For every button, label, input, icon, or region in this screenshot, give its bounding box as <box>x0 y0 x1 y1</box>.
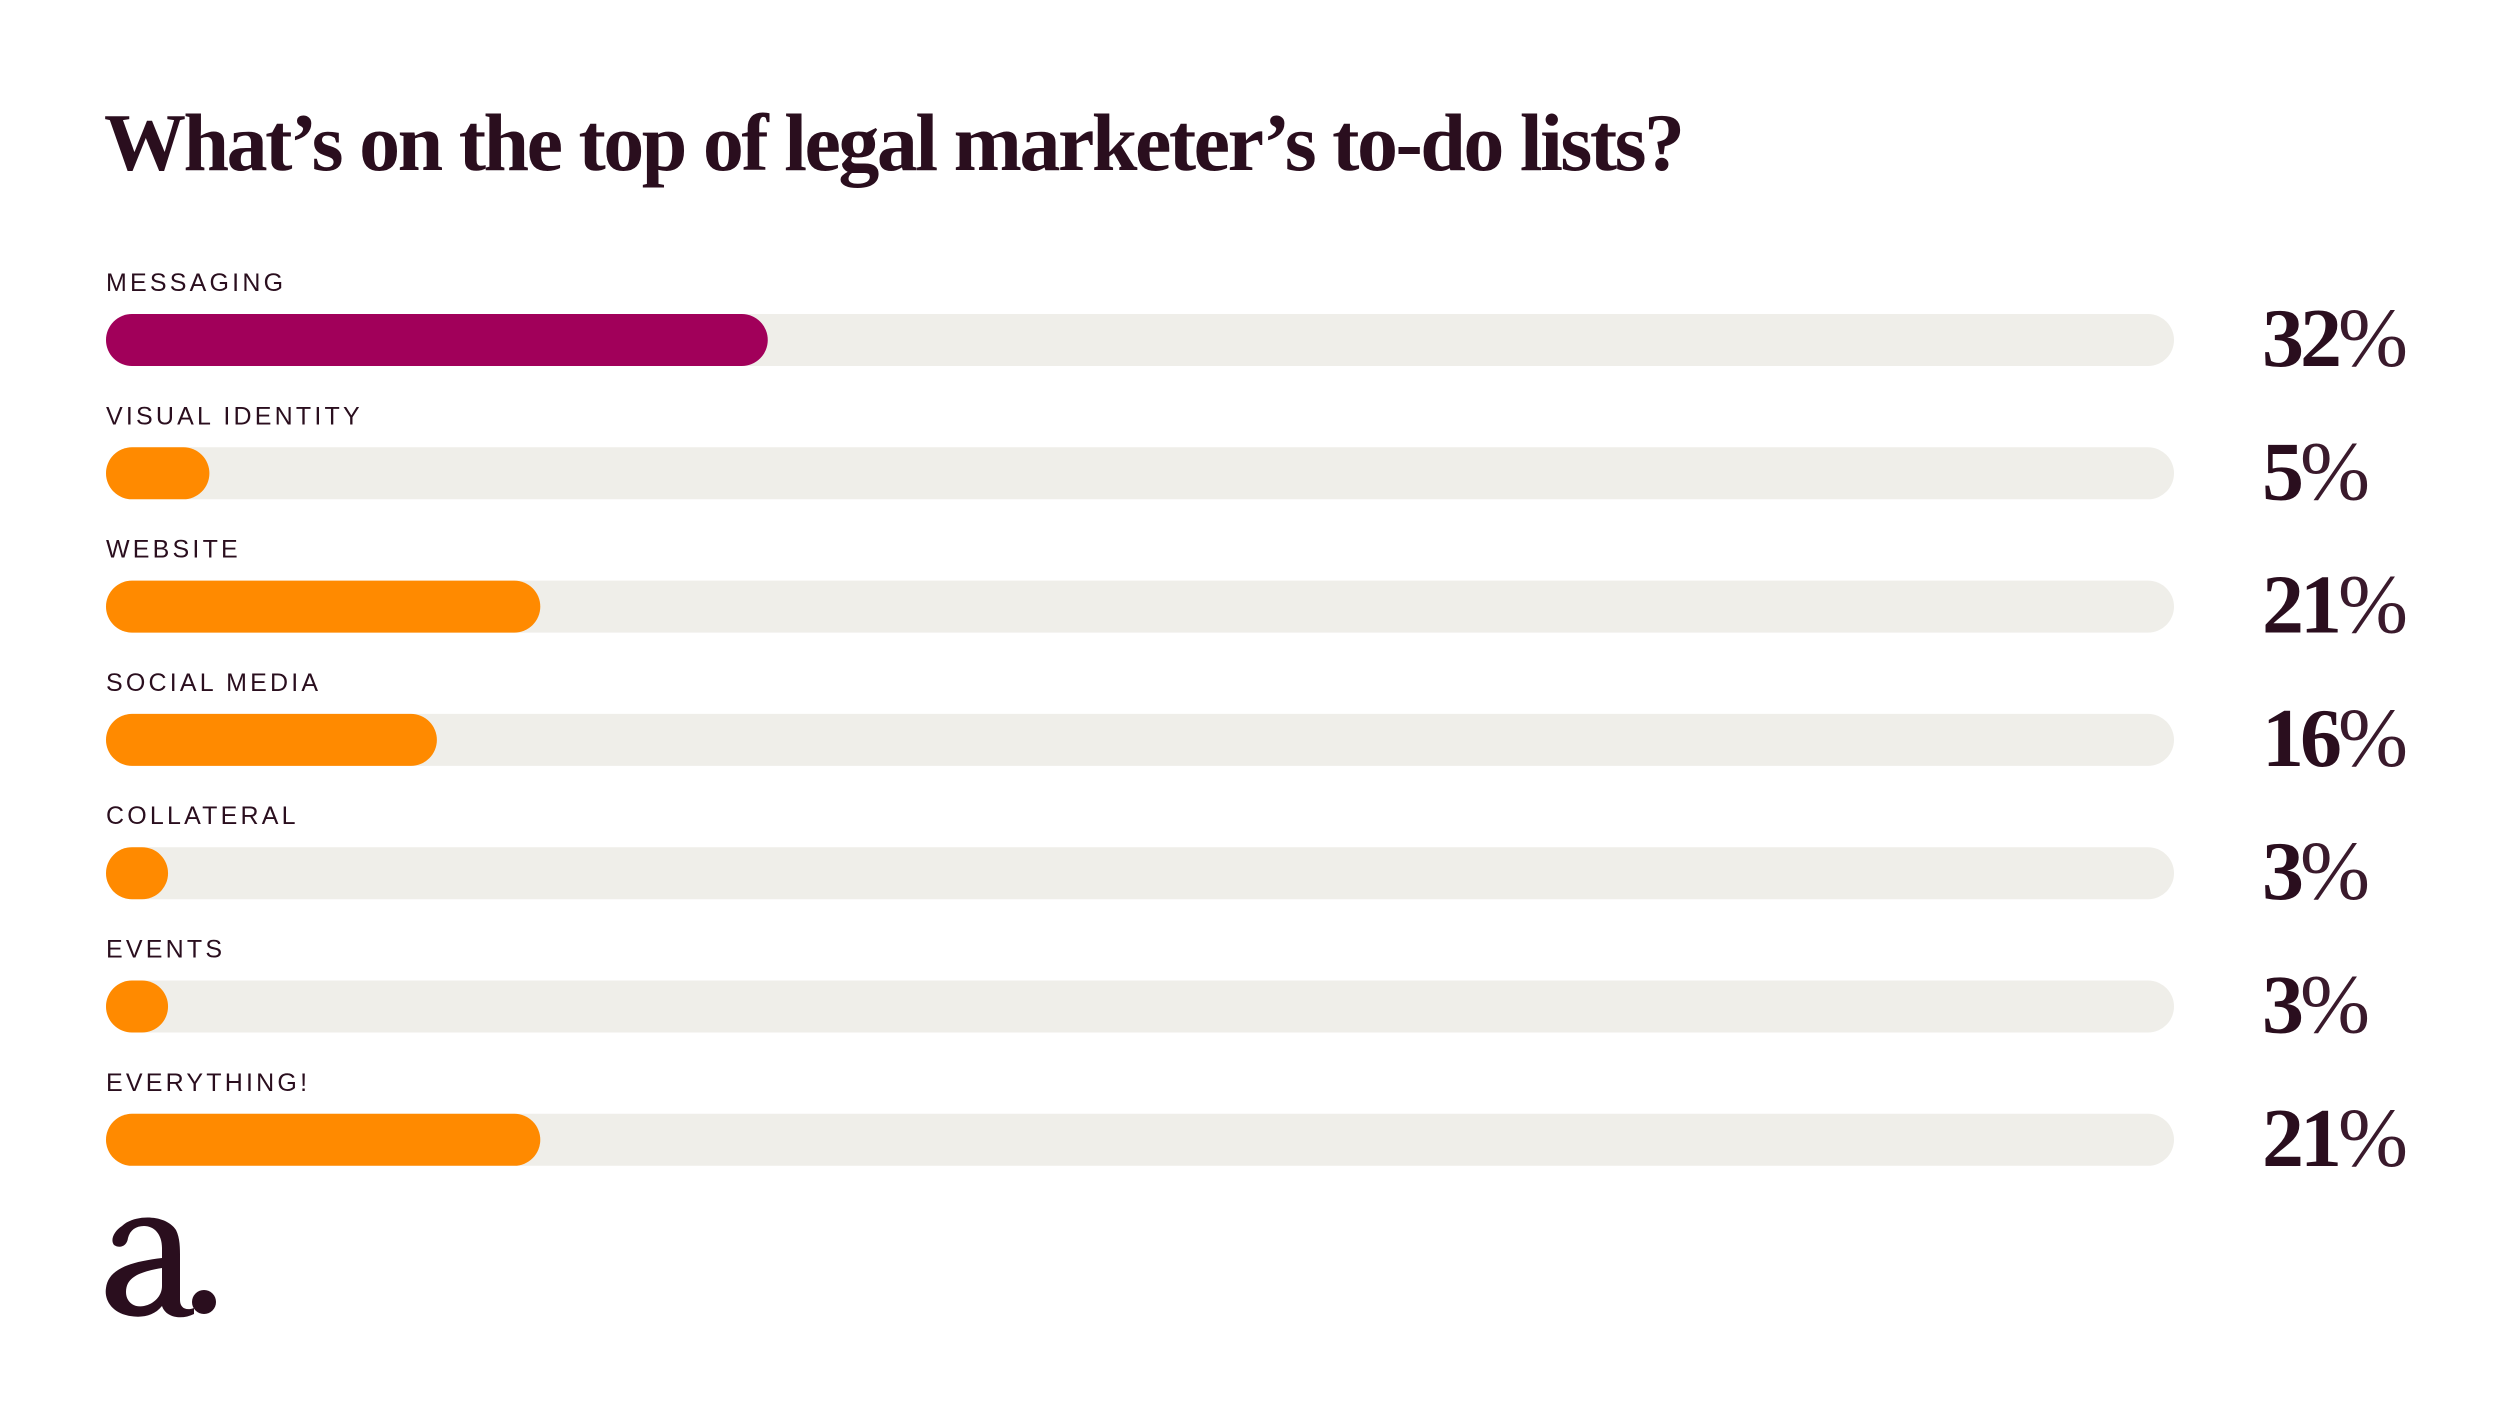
bar-events <box>106 980 169 1033</box>
bar-collateral <box>106 847 169 900</box>
category-label-everything: EVERYTHING! <box>106 1069 310 1097</box>
category-label-social-media: SOCIAL MEDIA <box>106 669 321 697</box>
bar-track-social-media <box>106 713 2174 766</box>
bar-social-media <box>106 713 437 766</box>
category-label-visual-identity: VISUAL IDENTITY <box>106 402 363 430</box>
page-title: What’s on the top of legal marketer’s to… <box>104 97 1685 188</box>
bar-track-collateral <box>106 847 2174 900</box>
value-label-website: 21% <box>2262 559 2406 652</box>
brand-logo: a. <box>105 1217 216 1318</box>
bar-track-everything <box>106 1113 2174 1166</box>
category-label-collateral: COLLATERAL <box>106 802 299 830</box>
value-label-social-media: 16% <box>2262 692 2406 785</box>
bar-track-website <box>106 580 2174 633</box>
category-label-website: WEBSITE <box>106 536 241 564</box>
bar-track-events <box>106 980 2174 1033</box>
category-label-events: EVENTS <box>106 936 225 964</box>
bar-everything <box>106 1113 541 1166</box>
value-label-visual-identity: 5% <box>2262 425 2368 518</box>
bar-messaging <box>106 314 768 366</box>
value-label-everything: 21% <box>2262 1092 2406 1185</box>
value-label-collateral: 3% <box>2262 825 2368 918</box>
bar-website <box>106 580 541 633</box>
bar-visual-identity <box>106 447 210 500</box>
category-label-messaging: MESSAGING <box>106 269 286 297</box>
value-label-messaging: 32% <box>2262 292 2406 385</box>
bar-track-visual-identity <box>106 447 2174 500</box>
value-label-events: 3% <box>2262 959 2368 1052</box>
